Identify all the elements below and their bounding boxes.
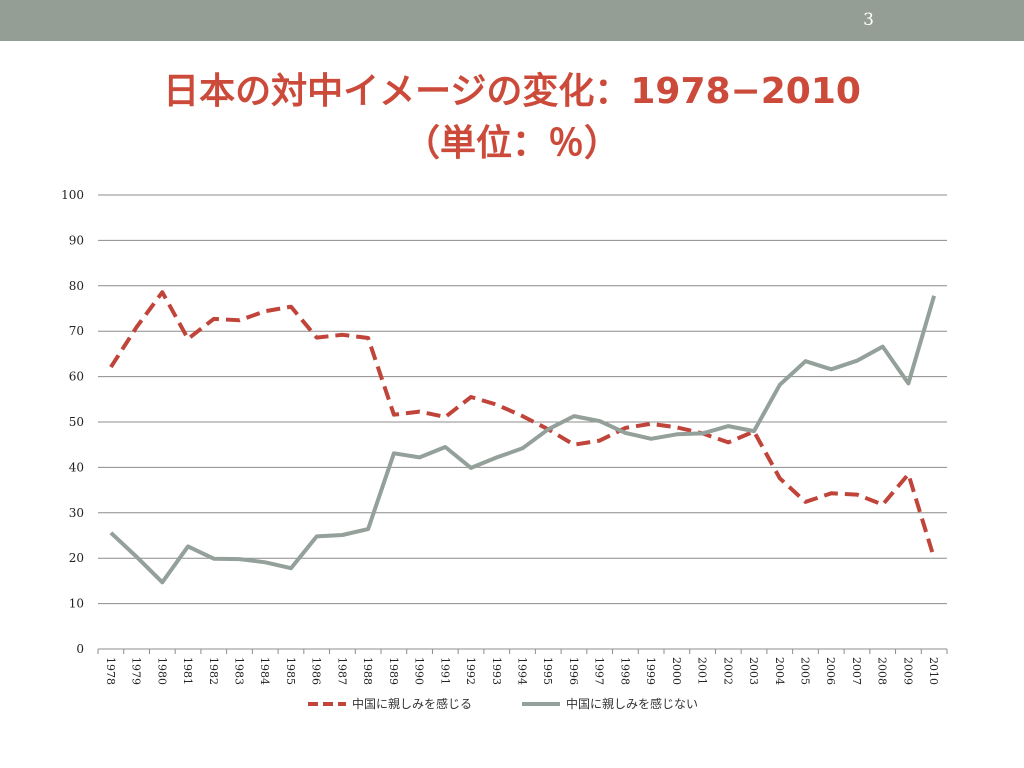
x-tick-label: 1981 bbox=[181, 657, 194, 685]
x-tick-label: 1999 bbox=[644, 657, 657, 685]
x-tick-label: 2003 bbox=[747, 657, 760, 685]
x-tick-label: 2008 bbox=[876, 657, 889, 685]
x-tick-label: 1988 bbox=[361, 657, 374, 685]
x-tick-label: 1991 bbox=[438, 657, 451, 685]
x-tick-label: 2009 bbox=[901, 657, 914, 685]
y-tick-label: 70 bbox=[69, 324, 84, 338]
y-tick-label: 50 bbox=[69, 415, 84, 429]
x-tick-label: 1980 bbox=[155, 657, 168, 685]
x-tick-label: 1989 bbox=[387, 657, 400, 685]
y-tick-label: 60 bbox=[69, 370, 84, 384]
y-tick-label: 90 bbox=[69, 233, 84, 247]
x-tick-label: 2004 bbox=[773, 657, 786, 685]
x-tick-label: 1985 bbox=[284, 657, 297, 685]
y-tick-label: 80 bbox=[69, 279, 84, 293]
y-tick-label: 20 bbox=[69, 551, 84, 565]
x-tick-label: 1996 bbox=[567, 657, 580, 685]
x-tick-label: 1994 bbox=[516, 657, 529, 685]
y-tick-label: 30 bbox=[69, 506, 84, 520]
y-tick-label: 10 bbox=[69, 597, 84, 611]
x-tick-label: 2006 bbox=[824, 657, 837, 685]
header-bar: 3 bbox=[0, 0, 1024, 41]
y-tick-label: 40 bbox=[69, 460, 84, 474]
x-tick-label: 2001 bbox=[696, 657, 709, 685]
x-tick-label: 1982 bbox=[207, 657, 220, 685]
x-tick-label: 1997 bbox=[593, 657, 606, 685]
legend-label: 中国に親しみを感じる bbox=[352, 696, 472, 711]
y-tick-label: 100 bbox=[61, 188, 84, 202]
x-tick-label: 2007 bbox=[850, 657, 863, 685]
x-tick-label: 1992 bbox=[464, 657, 477, 685]
x-tick-label: 2000 bbox=[670, 657, 683, 685]
x-tick-label: 2010 bbox=[927, 657, 940, 685]
slide-title-line2: （単位：％） bbox=[403, 123, 620, 164]
slide-title-line1: 日本の対中イメージの変化：1978−2010 bbox=[163, 71, 861, 112]
slide-title: 日本の対中イメージの変化：1978−2010 （単位：％） bbox=[0, 66, 1024, 170]
x-tick-label: 1983 bbox=[233, 657, 246, 685]
x-tick-label: 1990 bbox=[413, 657, 426, 685]
x-tick-label: 1995 bbox=[541, 657, 554, 685]
x-tick-label: 1984 bbox=[258, 657, 271, 685]
page-number: 3 bbox=[863, 10, 874, 30]
series-line-affinity bbox=[109, 290, 937, 559]
x-tick-label: 1998 bbox=[618, 657, 631, 685]
series-line-no-affinity bbox=[109, 295, 937, 585]
y-tick-label: 0 bbox=[76, 642, 84, 656]
legend-label: 中国に親しみを感じない bbox=[566, 696, 698, 711]
x-tick-label: 2002 bbox=[721, 657, 734, 685]
x-tick-label: 2005 bbox=[799, 657, 812, 685]
x-tick-label: 1986 bbox=[310, 657, 323, 685]
x-tick-label: 1987 bbox=[335, 657, 348, 685]
x-tick-label: 1993 bbox=[490, 657, 503, 685]
x-tick-label: 1979 bbox=[130, 657, 143, 685]
x-tick-label: 1978 bbox=[104, 657, 117, 685]
